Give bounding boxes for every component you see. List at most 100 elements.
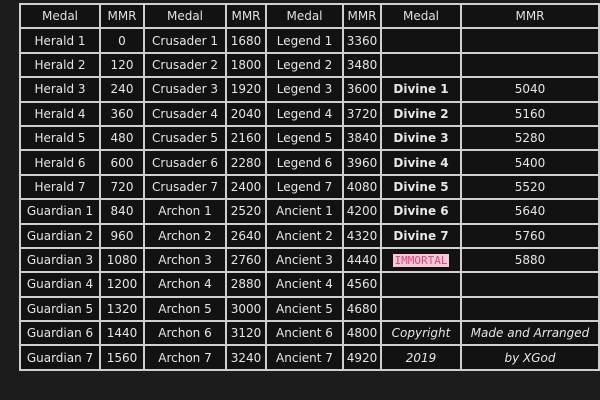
- medal-cell: Divine 6: [380, 198, 462, 225]
- medal-header: Medal: [19, 2, 101, 30]
- mmr-cell: 5400: [460, 149, 600, 176]
- medal-cell: Guardian 5: [19, 295, 101, 323]
- medal-cell: Crusader 2: [143, 51, 227, 79]
- medal-cell: Legend 6: [265, 149, 344, 176]
- mmr-cell: 4320: [342, 222, 382, 249]
- immortal-label: IMMORTAL: [392, 254, 450, 268]
- medal-cell: Archon 5: [143, 295, 227, 323]
- mmr-header: MMR: [99, 2, 145, 30]
- table-row: Guardian 6 1440 Archon 6 3120 Ancient 6 4800 C…: [19, 320, 600, 347]
- credit-cell: Made and Arranged: [460, 320, 600, 347]
- medal-header: Medal: [143, 2, 227, 30]
- medal-cell: Legend 2: [265, 51, 344, 79]
- medal-cell: Legend 4: [265, 100, 344, 127]
- medal-cell: Ancient 7: [265, 344, 344, 371]
- mmr-cell: [460, 51, 600, 79]
- mmr-cell: 5880: [460, 246, 600, 274]
- mmr-cell: [460, 27, 600, 54]
- medal-cell: Legend 5: [265, 124, 344, 152]
- table-row: Guardian 3 1080 Archon 3 2760 Ancient 3 4440 I…: [19, 246, 600, 274]
- mmr-cell: 3240: [225, 344, 267, 371]
- mmr-cell: 1560: [99, 344, 145, 371]
- mmr-cell: 3840: [342, 124, 382, 152]
- medal-cell: IMMORTAL: [380, 246, 462, 274]
- mmr-cell: 600: [99, 149, 145, 176]
- mmr-cell: 4560: [342, 271, 382, 298]
- table-row: Herald 4 360 Crusader 4 2040 Legend 4 3720 Div…: [19, 100, 600, 127]
- mmr-cell: 3360: [342, 27, 382, 54]
- credit-cell: by XGod: [460, 344, 600, 371]
- mmr-cell: 1920: [225, 76, 267, 103]
- medal-cell: Archon 6: [143, 320, 227, 347]
- mmr-cell: 5640: [460, 198, 600, 225]
- table-row: Herald 3 240 Crusader 3 1920 Legend 3 3600 Div…: [19, 76, 600, 103]
- medal-cell: Ancient 6: [265, 320, 344, 347]
- medal-cell: Legend 1: [265, 27, 344, 54]
- mmr-cell: 3480: [342, 51, 382, 79]
- medal-cell: Archon 1: [143, 198, 227, 225]
- medal-cell: Guardian 4: [19, 271, 101, 298]
- mmr-cell: 4920: [342, 344, 382, 371]
- medal-cell: Legend 3: [265, 76, 344, 103]
- mmr-cell: 1080: [99, 246, 145, 274]
- medal-cell: Crusader 4: [143, 100, 227, 127]
- medal-cell: Archon 2: [143, 222, 227, 249]
- header-row: Medal MMR Medal MMR Medal MMR Medal MMR: [19, 2, 600, 30]
- medal-cell: Herald 6: [19, 149, 101, 176]
- table-row: Guardian 4 1200 Archon 4 2880 Ancient 4 4560: [19, 271, 600, 298]
- mmr-cell: 2040: [225, 100, 267, 127]
- table-row: Guardian 7 1560 Archon 7 3240 Ancient 7 4920 2…: [19, 344, 600, 371]
- mmr-cell: 3000: [225, 295, 267, 323]
- medal-cell: [380, 295, 462, 323]
- mmr-header: MMR: [460, 2, 600, 30]
- medal-cell: Archon 3: [143, 246, 227, 274]
- medal-header: Medal: [265, 2, 344, 30]
- mmr-cell: 3720: [342, 100, 382, 127]
- mmr-cell: [460, 295, 600, 323]
- medal-cell: Ancient 1: [265, 198, 344, 225]
- mmr-cell: 1200: [99, 271, 145, 298]
- medal-cell: Crusader 1: [143, 27, 227, 54]
- mmr-cell: 2400: [225, 173, 267, 201]
- credit-cell: 2019: [380, 344, 462, 371]
- medal-cell: Divine 2: [380, 100, 462, 127]
- mmr-cell: 5040: [460, 76, 600, 103]
- table-row: Herald 6 600 Crusader 6 2280 Legend 6 3960 Div…: [19, 149, 600, 176]
- medal-header: Medal: [380, 2, 462, 30]
- medal-cell: Divine 4: [380, 149, 462, 176]
- medal-cell: Divine 5: [380, 173, 462, 201]
- medal-mmr-table: Medal MMR Medal MMR Medal MMR Medal MMR Herald …: [19, 2, 600, 371]
- mmr-cell: 2760: [225, 246, 267, 274]
- medal-cell: Divine 3: [380, 124, 462, 152]
- mmr-cell: 2880: [225, 271, 267, 298]
- medal-cell: Herald 1: [19, 27, 101, 54]
- table-row: Herald 2 120 Crusader 2 1800 Legend 2 3480: [19, 51, 600, 79]
- mmr-cell: 120: [99, 51, 145, 79]
- mmr-cell: 0: [99, 27, 145, 54]
- table-row: Herald 1 0 Crusader 1 1680 Legend 1 3360: [19, 27, 600, 54]
- table-row: Herald 7 720 Crusader 7 2400 Legend 7 4080 Div…: [19, 173, 600, 201]
- medal-cell: Herald 3: [19, 76, 101, 103]
- medal-cell: Divine 7: [380, 222, 462, 249]
- mmr-cell: 5520: [460, 173, 600, 201]
- mmr-cell: 1320: [99, 295, 145, 323]
- mmr-cell: [460, 271, 600, 298]
- medal-cell: Guardian 2: [19, 222, 101, 249]
- medal-cell: Divine 1: [380, 76, 462, 103]
- mmr-cell: 240: [99, 76, 145, 103]
- credit-cell: Copyright: [380, 320, 462, 347]
- mmr-cell: 2520: [225, 198, 267, 225]
- table-row: Guardian 5 1320 Archon 5 3000 Ancient 5 4680: [19, 295, 600, 323]
- medal-cell: [380, 27, 462, 54]
- medal-cell: [380, 271, 462, 298]
- table-row: Guardian 2 960 Archon 2 2640 Ancient 2 4320 Di…: [19, 222, 600, 249]
- mmr-cell: 360: [99, 100, 145, 127]
- mmr-cell: 3960: [342, 149, 382, 176]
- medal-cell: Guardian 6: [19, 320, 101, 347]
- mmr-cell: 4080: [342, 173, 382, 201]
- medal-cell: Ancient 2: [265, 222, 344, 249]
- medal-cell: Ancient 4: [265, 271, 344, 298]
- mmr-cell: 2280: [225, 149, 267, 176]
- medal-cell: Legend 7: [265, 173, 344, 201]
- medal-cell: Guardian 3: [19, 246, 101, 274]
